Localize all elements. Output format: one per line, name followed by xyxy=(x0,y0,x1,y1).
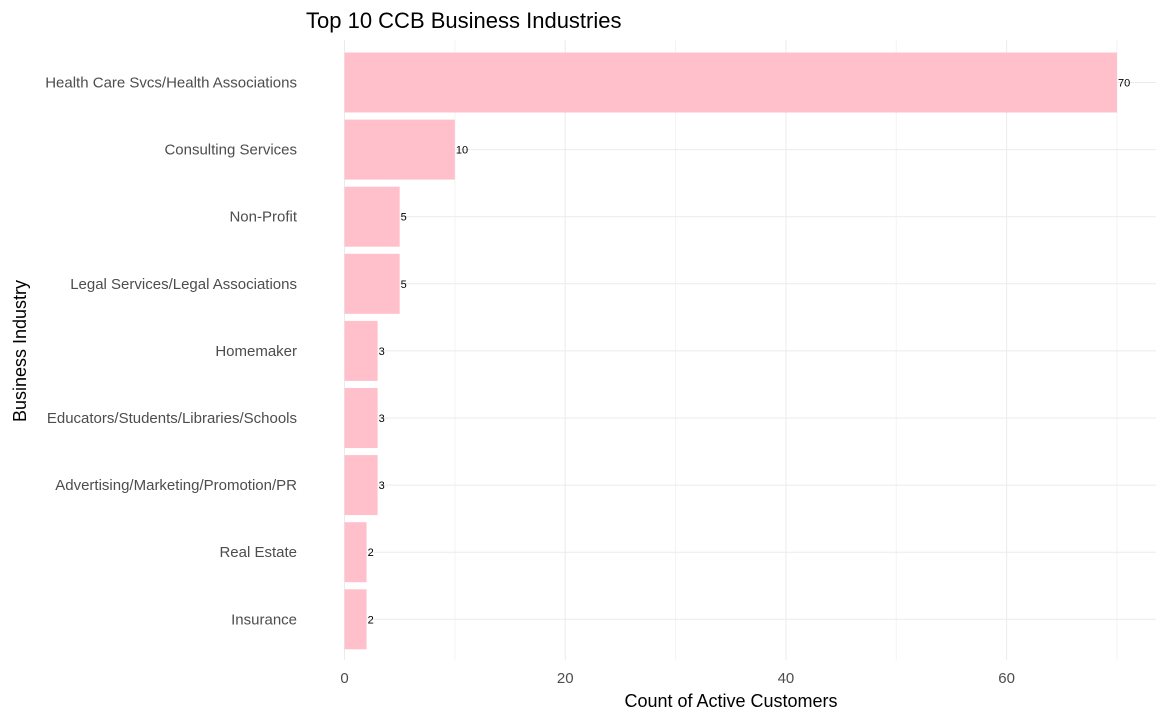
y-tick-label: Health Care Svcs/Health Associations xyxy=(45,75,297,92)
y-tick-label: Insurance xyxy=(231,611,297,628)
bar-value-label: 70 xyxy=(1118,78,1130,90)
x-tick-label: 0 xyxy=(340,670,348,687)
chart-title: Top 10 CCB Business Industries xyxy=(306,8,622,33)
bar xyxy=(344,320,378,381)
bar xyxy=(344,253,400,314)
bar-value-label: 3 xyxy=(379,413,385,425)
bar-value-label: 3 xyxy=(379,346,385,358)
bar xyxy=(344,455,378,516)
bar xyxy=(344,52,1117,113)
y-axis-tick-labels: Health Care Svcs/Health Associations Cons… xyxy=(45,75,298,629)
y-tick-label: Consulting Services xyxy=(164,142,297,159)
x-axis-tick-labels: 0 20 40 60 xyxy=(340,670,1015,687)
x-tick-label: 60 xyxy=(998,670,1015,687)
bars xyxy=(344,52,1117,650)
bar-value-label: 5 xyxy=(401,279,407,291)
y-tick-label: Non-Profit xyxy=(229,209,297,226)
bar xyxy=(344,522,367,583)
x-axis-title: Count of Active Customers xyxy=(624,691,837,711)
bar xyxy=(344,119,455,180)
bar-value-label: 3 xyxy=(379,480,385,492)
y-tick-label: Real Estate xyxy=(219,544,297,561)
y-axis-title: Business Industry xyxy=(10,280,30,422)
bar-value-label: 5 xyxy=(401,212,407,224)
bar xyxy=(344,589,367,650)
bar xyxy=(344,388,378,448)
grid-lines xyxy=(344,40,1156,660)
bar-value-label: 10 xyxy=(456,145,468,157)
x-tick-label: 20 xyxy=(557,670,574,687)
y-tick-label: Legal Services/Legal Associations xyxy=(70,276,297,293)
bar-value-label: 2 xyxy=(368,547,374,559)
bar-value-label: 2 xyxy=(368,614,374,626)
data-labels: 70 10 5 5 3 3 3 2 2 xyxy=(368,78,1131,627)
y-tick-label: Advertising/Marketing/Promotion/PR xyxy=(55,477,297,494)
x-tick-label: 40 xyxy=(778,670,795,687)
bar xyxy=(344,186,400,247)
y-tick-label: Homemaker xyxy=(215,343,297,360)
y-tick-label: Educators/Students/Libraries/Schools xyxy=(47,410,297,427)
